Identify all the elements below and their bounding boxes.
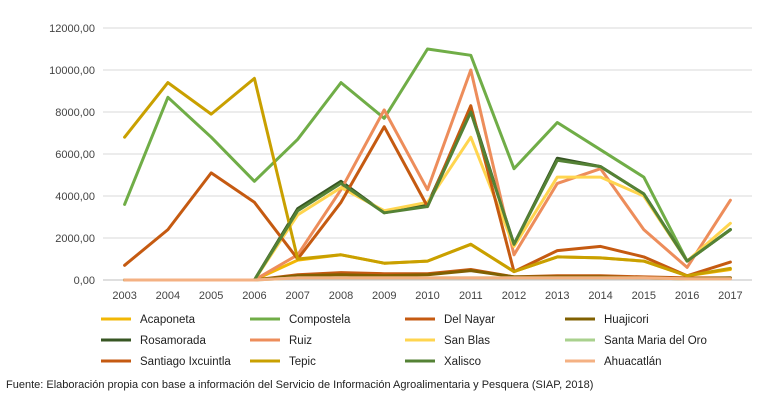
x-tick-label: 2015 <box>632 290 656 302</box>
series-line-11 <box>123 276 732 282</box>
x-tick-label: 2016 <box>675 290 699 302</box>
x-tick-label: 2010 <box>415 290 439 302</box>
legend-label: Xalisco <box>444 356 481 368</box>
x-tick-label: 2011 <box>459 290 483 302</box>
legend-label: Tepic <box>289 356 316 368</box>
x-tick-label: 2013 <box>545 290 569 302</box>
series-lines <box>123 47 732 282</box>
x-tick-label: 2017 <box>718 290 742 302</box>
legend-label: Huajicori <box>604 314 649 326</box>
legend-label: Ahuacatlán <box>604 356 662 368</box>
legend-label: Del Nayar <box>444 314 495 326</box>
legend: Acaponeta Compostela Del Nayar Huajicori Ros… <box>101 314 707 368</box>
x-tick-label: 2007 <box>285 290 309 302</box>
x-tick-label: 2014 <box>588 290 612 302</box>
x-tick-label: 2008 <box>329 290 353 302</box>
legend-label: Compostela <box>289 314 351 326</box>
legend-label: Acaponeta <box>140 314 196 326</box>
series-line-6 <box>123 135 732 282</box>
x-tick-label: 2009 <box>372 290 396 302</box>
y-tick-label: 10000,00 <box>49 65 95 77</box>
gridlines <box>103 27 752 281</box>
legend-label: Santa Maria del Oro <box>604 335 707 347</box>
y-tick-label: 0,00 <box>74 275 95 287</box>
y-tick-label: 12000,00 <box>49 23 95 35</box>
series-line-9 <box>123 76 732 278</box>
x-tick-label: 2012 <box>502 290 526 302</box>
x-tick-label: 2005 <box>199 290 223 302</box>
x-tick-label: 2006 <box>242 290 266 302</box>
x-tick-label: 2003 <box>112 290 136 302</box>
y-axis-ticks: 0,00 2000,00 4000,00 6000,00 8000,00 10000,00… <box>49 23 95 287</box>
y-tick-label: 6000,00 <box>55 149 95 161</box>
legend-label: Santiago Ixcuintla <box>140 356 231 368</box>
series-line-1 <box>123 47 732 263</box>
y-tick-label: 4000,00 <box>55 191 95 203</box>
x-axis-ticks: 2003 2004 2005 2006 2007 2008 2009 2010 2011 2012… <box>112 290 742 302</box>
y-tick-label: 8000,00 <box>55 107 95 119</box>
legend-label: San Blas <box>444 335 490 347</box>
source-note: Fuente: Elaboración propia con base a in… <box>6 379 593 391</box>
y-tick-label: 2000,00 <box>55 233 95 245</box>
legend-label: Rosamorada <box>140 335 206 347</box>
x-tick-label: 2004 <box>156 290 180 302</box>
legend-label: Ruiz <box>289 335 312 347</box>
